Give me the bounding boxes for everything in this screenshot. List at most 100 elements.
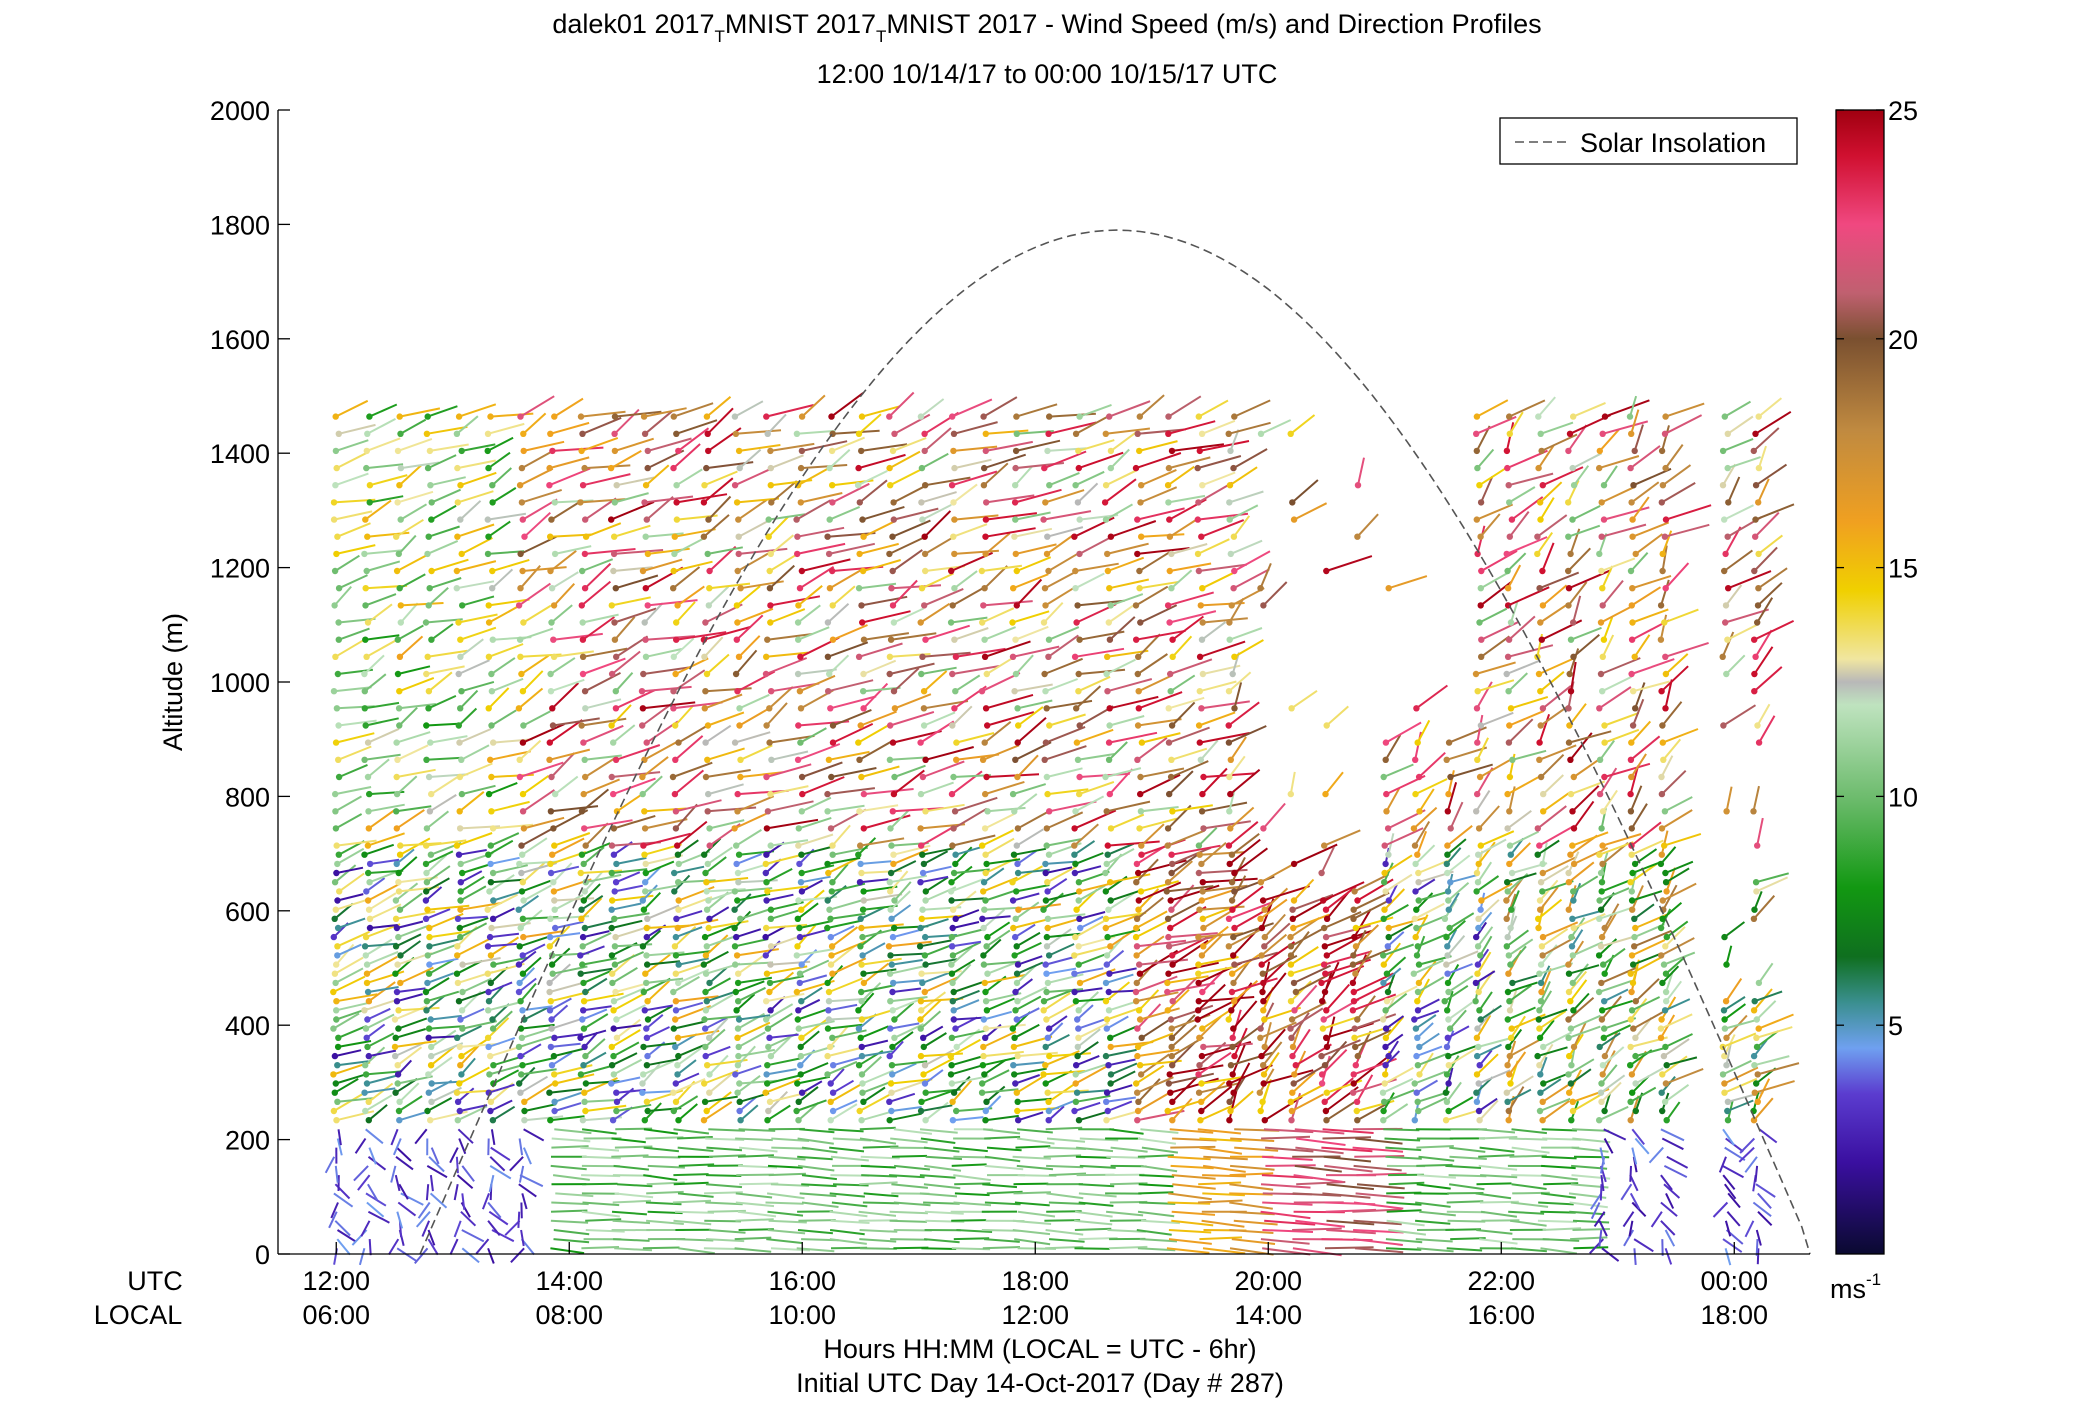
- wind-barb: [1414, 820, 1431, 847]
- wind-barb: [706, 1091, 732, 1112]
- wind-barb: [923, 1183, 961, 1190]
- wind-barb: [1539, 571, 1580, 590]
- wind-barb: [1077, 482, 1099, 504]
- wind-barb-dot: [1445, 906, 1453, 913]
- wind-barb-dot: [948, 1034, 956, 1042]
- wind-barb-dot: [393, 773, 400, 781]
- wind-barb-dot: [765, 1107, 772, 1115]
- wind-barb: [582, 616, 615, 641]
- wind-barb-dot: [484, 1034, 492, 1042]
- wind-barb: [611, 902, 642, 911]
- wind-barb-dot: [917, 790, 925, 798]
- wind-barb: [1508, 709, 1545, 727]
- wind-barb-dot: [1164, 1007, 1172, 1014]
- wind-barb-dot: [794, 533, 801, 540]
- wind-barb: [459, 791, 485, 813]
- wind-barb: [768, 1172, 806, 1177]
- wind-barb-dot: [1445, 1052, 1452, 1060]
- wind-barb-dot: [918, 1007, 925, 1014]
- wind-barb-dot: [1539, 860, 1546, 868]
- wind-barb: [583, 1005, 612, 1012]
- wind-barb-dot: [824, 533, 831, 540]
- wind-barb: [1508, 472, 1554, 487]
- wind-barb-dot: [983, 670, 990, 678]
- wind-barb-dot: [428, 790, 435, 798]
- wind-barb-dot: [1166, 567, 1174, 575]
- wind-barb-dot: [1012, 756, 1019, 763]
- wind-barb: [1265, 1164, 1316, 1167]
- wind-barb-dot: [1287, 943, 1295, 950]
- wind-barb-dot: [670, 1107, 677, 1115]
- wind-barb: [367, 727, 400, 744]
- wind-barb: [890, 1137, 928, 1144]
- wind-barb-dot: [1597, 619, 1605, 626]
- wind-barb-dot: [610, 739, 617, 746]
- wind-barb: [953, 445, 998, 452]
- wind-barb: [521, 488, 562, 504]
- wind-barb-dot: [1476, 1007, 1483, 1014]
- wind-barb: [1386, 1201, 1422, 1206]
- wind-barb: [400, 503, 428, 521]
- wind-barb-dot: [798, 447, 806, 455]
- wind-barb: [396, 987, 426, 993]
- wind-barb-dot: [1444, 952, 1451, 959]
- wind-barb: [770, 454, 804, 470]
- wind-barb: [950, 616, 988, 624]
- wind-barb-dot: [551, 842, 558, 849]
- wind-barb: [1046, 699, 1093, 710]
- wind-barb: [859, 740, 893, 761]
- wind-barb-dot: [1225, 1016, 1232, 1023]
- wind-barb-dot: [763, 879, 770, 886]
- wind-barb-dot: [1073, 739, 1081, 746]
- wind-barb: [581, 1155, 621, 1160]
- wind-barb: [1540, 421, 1574, 435]
- wind-barb-dot: [1013, 413, 1020, 420]
- wind-barb-dot: [857, 943, 864, 950]
- wind-barb-dot: [735, 998, 742, 1005]
- wind-barb: [861, 1056, 882, 1076]
- wind-barb-dot: [1351, 888, 1358, 895]
- wind-barb: [1016, 754, 1039, 778]
- wind-barb-dot: [643, 1034, 651, 1042]
- wind-barb-dot: [1507, 1080, 1514, 1087]
- wind-barb-dot: [518, 464, 526, 472]
- wind-barb-dot: [1595, 952, 1603, 959]
- wind-barb: [580, 967, 613, 975]
- wind-barb-dot: [1320, 897, 1327, 904]
- wind-barb-dot: [950, 533, 957, 540]
- wind-barb-dot: [425, 773, 433, 781]
- wind-barb-dot: [1164, 482, 1172, 489]
- wind-barb: [1014, 941, 1042, 957]
- wind-barb-dot: [517, 998, 524, 1005]
- wind-barb: [398, 676, 435, 693]
- wind-barb-dot: [458, 1052, 465, 1060]
- wind-barb: [1480, 476, 1494, 503]
- wind-barb: [769, 608, 806, 624]
- wind-barb: [492, 1069, 520, 1085]
- wind-barb: [337, 893, 364, 902]
- wind-barb-dot: [827, 1098, 834, 1106]
- wind-barb: [889, 756, 928, 761]
- wind-barb: [954, 674, 981, 693]
- wind-barb-dot: [613, 1034, 621, 1042]
- wind-barb-dot: [978, 1089, 986, 1096]
- wind-barb: [1232, 922, 1274, 939]
- wind-barb: [523, 929, 566, 939]
- wind-barb: [1109, 695, 1159, 710]
- wind-barb-dot: [1076, 636, 1083, 643]
- wind-barb: [1229, 806, 1255, 830]
- wind-barb-dot: [1536, 756, 1543, 763]
- wind-barb: [1324, 1164, 1373, 1173]
- wind-barb: [1601, 1247, 1620, 1262]
- wind-barb-dot: [952, 1025, 959, 1032]
- wind-barb: [739, 1104, 759, 1121]
- wind-barb: [1446, 1247, 1483, 1252]
- wind-barb-dot: [1009, 619, 1016, 626]
- wind-barb-dot: [1169, 998, 1176, 1005]
- wind-barb-dot: [1012, 550, 1019, 558]
- wind-barb: [644, 495, 694, 504]
- wind-barb-dot: [1045, 1117, 1052, 1124]
- wind-barb: [920, 781, 954, 796]
- wind-barb-dot: [1014, 705, 1021, 712]
- wind-barb-dot: [701, 653, 708, 660]
